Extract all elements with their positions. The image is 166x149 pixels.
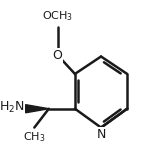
Text: CH$_3$: CH$_3$ [23,131,45,144]
Text: OCH$_3$: OCH$_3$ [42,9,73,23]
Text: O: O [53,49,62,62]
Text: H$_2$N: H$_2$N [0,100,24,115]
Text: N: N [96,128,106,141]
Polygon shape [26,105,49,113]
